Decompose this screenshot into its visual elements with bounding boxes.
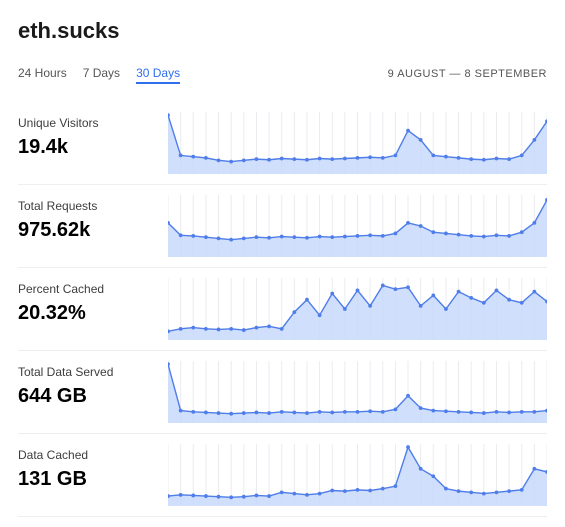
metric-label: Unique Visitors [18,116,156,130]
tab-7-days[interactable]: 7 Days [83,66,120,84]
chart-wrap-unique-visitors [168,112,547,174]
page-title: eth.sucks [18,18,547,44]
chart-total-data-served [168,361,547,423]
tab-24-hours[interactable]: 24 Hours [18,66,67,84]
chart-wrap-percent-cached [168,278,547,340]
metric-row-data-cached: Data Cached 131 GB [18,434,547,517]
metric-value: 644 GB [18,385,156,408]
chart-total-requests [168,195,547,257]
metric-row-total-data-served: Total Data Served 644 GB [18,351,547,434]
metric-meta-total-requests: Total Requests 975.62k [18,195,156,257]
chart-unique-visitors [168,112,547,174]
metric-label: Total Data Served [18,365,156,379]
chart-percent-cached [168,278,547,340]
range-tabs: 24 Hours 7 Days 30 Days [18,66,180,84]
date-range: 9 AUGUST — 8 SEPTEMBER [388,68,547,80]
metric-value: 20.32% [18,302,156,325]
chart-wrap-total-data-served [168,361,547,423]
metric-row-percent-cached: Percent Cached 20.32% [18,268,547,351]
metric-value: 975.62k [18,219,156,242]
metric-label: Percent Cached [18,282,156,296]
metric-value: 19.4k [18,136,156,159]
metric-row-unique-visitors: Unique Visitors 19.4k [18,102,547,185]
metric-value: 131 GB [18,468,156,491]
tab-30-days[interactable]: 30 Days [136,66,180,84]
metric-label: Total Requests [18,199,156,213]
chart-wrap-data-cached [168,444,547,506]
chart-data-cached [168,444,547,506]
chart-wrap-total-requests [168,195,547,257]
metric-meta-percent-cached: Percent Cached 20.32% [18,278,156,340]
metric-meta-data-cached: Data Cached 131 GB [18,444,156,506]
metric-meta-unique-visitors: Unique Visitors 19.4k [18,112,156,174]
metric-label: Data Cached [18,448,156,462]
toolbar: 24 Hours 7 Days 30 Days 9 AUGUST — 8 SEPTE… [18,66,547,84]
metric-meta-total-data-served: Total Data Served 644 GB [18,361,156,423]
metric-row-total-requests: Total Requests 975.62k [18,185,547,268]
